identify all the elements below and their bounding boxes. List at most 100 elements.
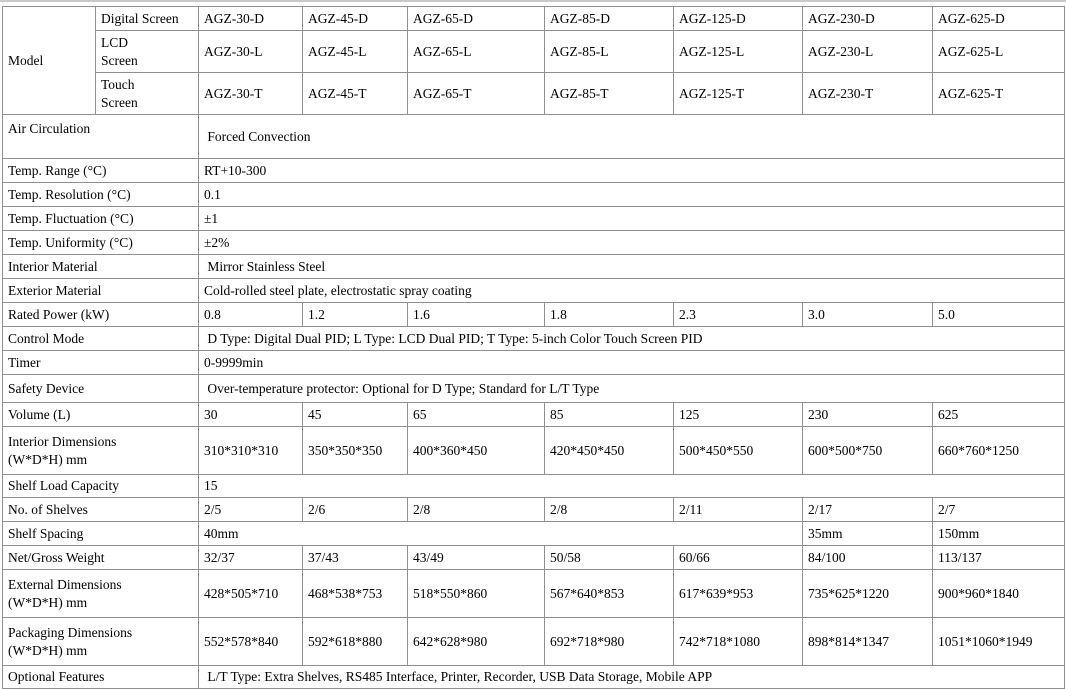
spec-value: 1.8 [544, 302, 674, 327]
model-cell: AGZ-625-D [932, 6, 1065, 31]
spec-value: 600*500*750 [802, 426, 933, 475]
spec-value: 900*960*1840 [932, 569, 1065, 618]
spec-value: 85 [544, 402, 674, 427]
spec-value: 2/6 [302, 497, 408, 522]
spec-row-temp-fluctuation: Temp. Fluctuation (°C) ±1 [2, 206, 1065, 231]
spec-value: 552*578*840 [198, 617, 303, 666]
spec-value: 40mm [198, 521, 803, 546]
spec-value: 692*718*980 [544, 617, 674, 666]
row-label-model: Model [2, 6, 96, 115]
spec-value: 2/17 [802, 497, 933, 522]
spec-value: 2/8 [407, 497, 545, 522]
spec-row-exterior-material: Exterior Material Cold-rolled steel plate… [2, 278, 1065, 303]
model-cell: AGZ-125-L [673, 30, 803, 73]
spec-value: 50/58 [544, 545, 674, 570]
model-screen-type: LCD Screen [95, 30, 199, 73]
spec-table: Model Digital Screen AGZ-30-D AGZ-45-D AGZ-6… [2, 6, 1065, 689]
model-cell: AGZ-45-L [302, 30, 408, 73]
spec-row-volume: Volume (L) 30 45 65 85 125 230 625 [2, 402, 1065, 427]
row-label-safety-device: Safety Device [2, 374, 199, 403]
spec-value: ±2% [198, 230, 1065, 255]
spec-row-shelf-load-capacity: Shelf Load Capacity 15 [2, 474, 1065, 498]
spec-row-optional-features: Optional Features L/T Type: Extra Shelve… [2, 665, 1065, 689]
spec-value: 1.6 [407, 302, 545, 327]
spec-row-interior-dimensions: Interior Dimensions (W*D*H) mm 310*310*31… [2, 426, 1065, 475]
spec-value: 0-9999min [198, 350, 1065, 375]
page-top-divider [0, 0, 1066, 2]
spec-value: 400*360*450 [407, 426, 545, 475]
row-label-volume: Volume (L) [2, 402, 199, 427]
model-cell: AGZ-230-T [802, 72, 933, 115]
model-cell: AGZ-230-D [802, 6, 933, 31]
spec-row-air-circulation: Air Circulation Forced Convection [2, 114, 1065, 159]
model-screen-type: Digital Screen [95, 6, 199, 31]
spec-row-no-of-shelves: No. of Shelves 2/5 2/6 2/8 2/8 2/11 2/17 2/7 [2, 497, 1065, 522]
model-row: Touch Screen AGZ-30-T AGZ-45-T AGZ-65-T AGZ-… [3, 72, 1065, 115]
spec-value: 2.3 [673, 302, 803, 327]
model-cell: AGZ-30-L [198, 30, 303, 73]
spec-row-shelf-spacing: Shelf Spacing 40mm 35mm 150mm [2, 521, 1065, 546]
model-cell: AGZ-625-L [932, 30, 1065, 73]
model-cell: AGZ-30-T [198, 72, 303, 115]
spec-value: 660*760*1250 [932, 426, 1065, 475]
model-cell: AGZ-65-D [407, 6, 545, 31]
spec-value: 735*625*1220 [802, 569, 933, 618]
row-label-packaging-dimensions: Packaging Dimensions (W*D*H) mm [2, 617, 199, 666]
spec-value: 1.2 [302, 302, 408, 327]
spec-value: 113/137 [932, 545, 1065, 570]
row-label-net-gross-weight: Net/Gross Weight [2, 545, 199, 570]
spec-value: 32/37 [198, 545, 303, 570]
spec-row-temp-range: Temp. Range (°C) RT+10-300 [2, 158, 1065, 183]
row-label-rated-power: Rated Power (kW) [2, 302, 199, 327]
row-label-temp-resolution: Temp. Resolution (°C) [2, 182, 199, 207]
spec-value: ±1 [198, 206, 1065, 231]
model-cell: AGZ-85-T [544, 72, 674, 115]
model-cell: AGZ-125-T [673, 72, 803, 115]
spec-value: Cold-rolled steel plate, electrostatic s… [198, 278, 1065, 303]
spec-row-interior-material: Interior Material Mirror Stainless Steel [2, 254, 1065, 279]
row-label-interior-dimensions: Interior Dimensions (W*D*H) mm [2, 426, 199, 475]
spec-value: D Type: Digital Dual PID; L Type: LCD Du… [198, 326, 1065, 351]
spec-value: 2/5 [198, 497, 303, 522]
spec-value: 84/100 [802, 545, 933, 570]
spec-value: 0.1 [198, 182, 1065, 207]
spec-value: 45 [302, 402, 408, 427]
spec-row-rated-power: Rated Power (kW) 0.8 1.2 1.6 1.8 2.3 3.0 5.0 [2, 302, 1065, 327]
spec-value: 15 [198, 474, 1065, 498]
spec-value: 1051*1060*1949 [932, 617, 1065, 666]
row-label-optional-features: Optional Features [2, 665, 199, 689]
spec-row-net-gross-weight: Net/Gross Weight 32/37 37/43 43/49 50/58 60/6… [2, 545, 1065, 570]
spec-value: 150mm [932, 521, 1065, 546]
spec-value: 35mm [802, 521, 933, 546]
spec-row-external-dimensions: External Dimensions (W*D*H) mm 428*505*71… [2, 569, 1065, 618]
spec-value: 310*310*310 [198, 426, 303, 475]
spec-row-temp-resolution: Temp. Resolution (°C) 0.1 [2, 182, 1065, 207]
model-cell: AGZ-125-D [673, 6, 803, 31]
spec-value: Forced Convection [198, 114, 1065, 159]
spec-value: 592*618*880 [302, 617, 408, 666]
spec-value: 518*550*860 [407, 569, 545, 618]
spec-value: RT+10-300 [198, 158, 1065, 183]
spec-value: 37/43 [302, 545, 408, 570]
model-cell: AGZ-45-T [302, 72, 408, 115]
spec-value: 642*628*980 [407, 617, 545, 666]
model-cell: AGZ-85-L [544, 30, 674, 73]
row-label-external-dimensions: External Dimensions (W*D*H) mm [2, 569, 199, 618]
spec-value: 43/49 [407, 545, 545, 570]
row-label-air-circulation: Air Circulation [2, 114, 199, 159]
spec-row-temp-uniformity: Temp. Uniformity (°C) ±2% [2, 230, 1065, 255]
model-cell: AGZ-230-L [802, 30, 933, 73]
spec-value: Mirror Stainless Steel [198, 254, 1065, 279]
row-label-temp-range: Temp. Range (°C) [2, 158, 199, 183]
row-label-exterior-material: Exterior Material [2, 278, 199, 303]
spec-row-packaging-dimensions: Packaging Dimensions (W*D*H) mm 552*578*8… [2, 617, 1065, 666]
spec-value: 567*640*853 [544, 569, 674, 618]
spec-value: 2/8 [544, 497, 674, 522]
model-cell: AGZ-65-T [407, 72, 545, 115]
model-cell: AGZ-45-D [302, 6, 408, 31]
spec-value: 2/11 [673, 497, 803, 522]
spec-value: 2/7 [932, 497, 1065, 522]
spec-value: 5.0 [932, 302, 1065, 327]
spec-value: 65 [407, 402, 545, 427]
spec-row-timer: Timer 0-9999min [2, 350, 1065, 375]
